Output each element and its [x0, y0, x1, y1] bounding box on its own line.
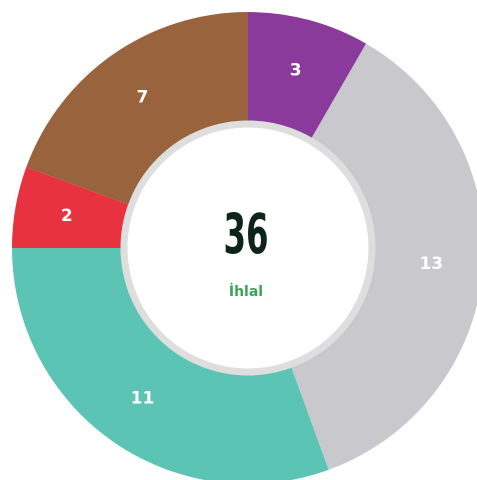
center-label: İhlal: [229, 283, 263, 300]
slice-label: 11: [131, 389, 155, 409]
total: 36: [223, 202, 268, 266]
slice-label: 7: [137, 87, 149, 107]
slice-label: 2: [61, 206, 73, 226]
donut-hole: [120, 120, 376, 376]
slice: [12, 167, 136, 248]
slice: [248, 12, 366, 145]
slice-label: 13: [419, 254, 443, 274]
slice: [12, 248, 329, 480]
slice: [289, 43, 477, 470]
slice-label: 3: [290, 60, 302, 80]
slice: [26, 12, 248, 207]
